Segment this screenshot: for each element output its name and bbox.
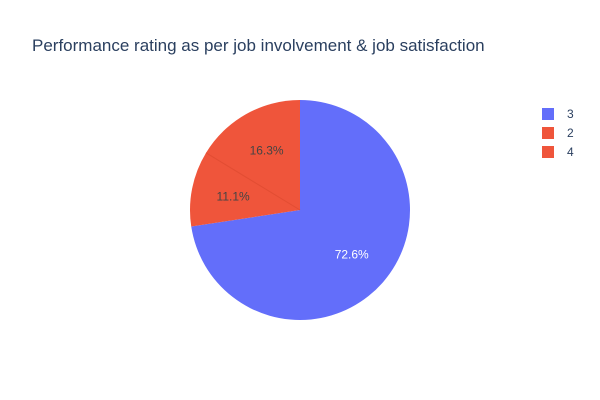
legend-swatch-3 bbox=[542, 108, 554, 120]
legend-label-4: 4 bbox=[567, 145, 574, 159]
pie-slice-label-3: 72.6% bbox=[335, 247, 369, 261]
pie-slice-3[interactable] bbox=[191, 100, 410, 320]
legend-label-3: 3 bbox=[567, 107, 574, 121]
chart-title: Performance rating as per job involvemen… bbox=[32, 36, 485, 55]
legend-label-2: 2 bbox=[567, 126, 574, 140]
legend-swatch-4 bbox=[542, 146, 554, 158]
pie-slice-label-2: 11.1% bbox=[217, 190, 250, 204]
pie-slice-label-4: 16.3% bbox=[250, 144, 284, 158]
legend-item-4[interactable]: 4 bbox=[542, 145, 574, 159]
pie-slices bbox=[190, 100, 410, 320]
legend-item-2[interactable]: 2 bbox=[542, 126, 574, 140]
legend-swatch-2 bbox=[542, 127, 554, 139]
slice-divider bbox=[205, 152, 301, 211]
pie-slice-labels: 72.6% 11.1% 16.3% bbox=[217, 144, 369, 262]
legend: 3 2 4 bbox=[542, 107, 574, 159]
pie-slice-4[interactable] bbox=[206, 100, 300, 210]
pie-slice-2[interactable] bbox=[190, 152, 300, 227]
legend-item-3[interactable]: 3 bbox=[542, 107, 574, 121]
